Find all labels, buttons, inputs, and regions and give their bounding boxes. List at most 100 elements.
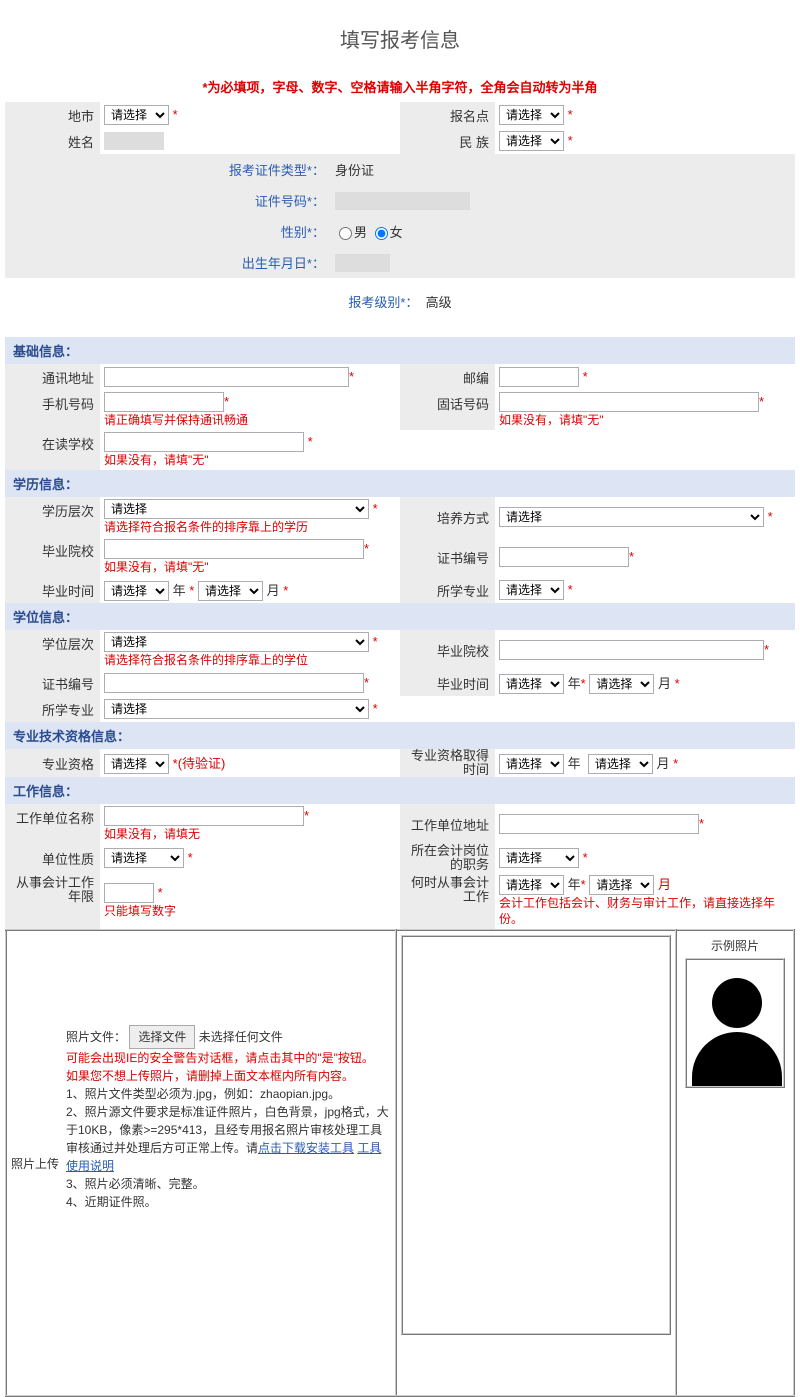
idtype-value: 身份证: [335, 163, 374, 178]
label-degree-gradtime: 毕业时间: [400, 670, 495, 696]
label-acctstart: 何时从事会计工作: [400, 872, 495, 929]
label-site: 报名点: [400, 102, 495, 128]
photo-warn2: 如果您不想上传照片，请删掉上面文本框内所有内容。: [66, 1069, 354, 1083]
hint-edu-level: 请选择符合报名条件的排序靠上的学历: [104, 519, 396, 535]
label-level: 报考级别*: [348, 295, 405, 310]
label-city: 地市: [5, 102, 100, 128]
hint-workunit: 如果没有，请填无: [104, 826, 396, 842]
label-birth: 出生年月日*: [242, 256, 312, 271]
hint-acctstart: 会计工作包括会计、财务与审计工作，请直接选择年份。: [499, 895, 791, 927]
radio-female[interactable]: [375, 227, 388, 240]
label-postcode: 邮编: [400, 364, 495, 390]
label-addr: 通讯地址: [5, 364, 100, 390]
select-obtain-month[interactable]: 请选择: [588, 754, 653, 774]
section-degree: 学位信息：: [5, 603, 795, 630]
label-degree-level: 学位层次: [5, 630, 100, 670]
page-title: 填写报考信息: [5, 0, 795, 71]
input-degree-certno[interactable]: [104, 673, 364, 693]
level-value: 高级: [426, 295, 452, 310]
pending-note: (待验证): [178, 756, 226, 771]
label-fixedline: 固话号码: [400, 390, 495, 430]
label-gender: 性别*: [281, 225, 312, 240]
select-qual[interactable]: 请选择: [104, 754, 169, 774]
label-workunit: 工作单位名称: [5, 804, 100, 844]
label-unitnature: 单位性质: [5, 844, 100, 872]
select-city[interactable]: 请选择: [104, 105, 169, 125]
section-basic: 基础信息：: [5, 337, 795, 364]
label-ethnic: 民 族: [400, 128, 495, 154]
input-certno[interactable]: [499, 547, 629, 567]
section-work: 工作信息：: [5, 777, 795, 804]
label-mobile: 手机号码: [5, 390, 100, 430]
label-certno: 证书编号: [400, 537, 495, 577]
label-degree-certno: 证书编号: [5, 670, 100, 696]
photo-preview-box: [401, 935, 671, 1335]
req-mark: *: [173, 107, 178, 122]
input-fixedline[interactable]: [499, 392, 759, 412]
label-major: 所学专业: [400, 577, 495, 603]
hint-gradschool: 如果没有，请填"无": [104, 559, 396, 575]
link-download-tool[interactable]: 点击下载安装工具: [258, 1141, 354, 1155]
label-degree-major: 所学专业: [5, 696, 100, 722]
sample-photo: [685, 958, 785, 1088]
birth-value-masked: [335, 254, 390, 272]
select-gradmonth[interactable]: 请选择: [198, 581, 263, 601]
required-notice: *为必填项，字母、数字、空格请输入半角字符，全角会自动转为半角: [5, 71, 795, 102]
select-site[interactable]: 请选择: [499, 105, 564, 125]
hint-acctyears: 只能填写数字: [104, 903, 396, 919]
label-acctyears: 从事会计工作年限: [5, 872, 100, 929]
req-mark: *: [568, 133, 573, 148]
label-mode: 培养方式: [400, 497, 495, 537]
select-mode[interactable]: 请选择: [499, 507, 764, 527]
label-gradschool: 毕业院校: [5, 537, 100, 577]
label-idnum: 证件号码*: [255, 194, 312, 209]
label-obtain: 专业资格取得时间: [400, 749, 495, 777]
label-name: 姓名: [5, 128, 100, 154]
label-position: 所在会计岗位的职务: [400, 844, 495, 872]
select-gradyear[interactable]: 请选择: [104, 581, 169, 601]
input-addr[interactable]: [104, 367, 349, 387]
input-gradschool[interactable]: [104, 539, 364, 559]
hint-school: 如果没有，请填"无": [104, 452, 791, 468]
no-file-text: 未选择任何文件: [199, 1030, 283, 1044]
select-position[interactable]: 请选择: [499, 848, 579, 868]
section-protitle: 专业技术资格信息：: [5, 722, 795, 749]
label-photo-upload: 照片上传: [11, 935, 66, 1391]
input-workunit[interactable]: [104, 806, 304, 826]
photo-rule1: 1、照片文件类型必须为.jpg，例如：zhaopian.jpg。: [66, 1087, 340, 1101]
radio-male[interactable]: [339, 227, 352, 240]
label-gradtime: 毕业时间: [5, 577, 100, 603]
label-workaddr: 工作单位地址: [400, 804, 495, 844]
input-workaddr[interactable]: [499, 814, 699, 834]
idnum-value-masked: [335, 192, 470, 210]
label-degree-gradschool: 毕业院校: [400, 630, 495, 670]
input-school[interactable]: [104, 432, 304, 452]
name-value-masked: [104, 132, 164, 150]
input-mobile[interactable]: [104, 392, 224, 412]
req-mark: *: [568, 107, 573, 122]
select-degree-major[interactable]: 请选择: [104, 699, 369, 719]
select-acctyear[interactable]: 请选择: [499, 875, 564, 895]
label-school: 在读学校: [5, 430, 100, 470]
select-degree-month[interactable]: 请选择: [589, 674, 654, 694]
select-obtain-year[interactable]: 请选择: [499, 754, 564, 774]
select-unitnature[interactable]: 请选择: [104, 848, 184, 868]
label-female: 女: [390, 225, 403, 240]
choose-file-button[interactable]: 选择文件: [129, 1025, 195, 1049]
section-edu: 学历信息：: [5, 470, 795, 497]
select-edu-level[interactable]: 请选择: [104, 499, 369, 519]
select-degree-level[interactable]: 请选择: [104, 632, 369, 652]
label-qual: 专业资格: [5, 749, 100, 777]
select-acctmonth[interactable]: 请选择: [589, 875, 654, 895]
input-acctyears[interactable]: [104, 883, 154, 903]
hint-degree-level: 请选择符合报名条件的排序靠上的学位: [104, 652, 396, 668]
input-degree-gradschool[interactable]: [499, 640, 764, 660]
select-major[interactable]: 请选择: [499, 580, 564, 600]
input-postcode[interactable]: [499, 367, 579, 387]
select-degree-year[interactable]: 请选择: [499, 674, 564, 694]
sample-photo-label: 示例照片: [681, 935, 789, 954]
label-photo-file: 照片文件：: [66, 1030, 126, 1044]
hint-mobile: 请正确填写并保持通讯畅通: [104, 412, 396, 428]
hint-fixedline: 如果没有，请填"无": [499, 412, 791, 428]
select-ethnic[interactable]: 请选择: [499, 131, 564, 151]
